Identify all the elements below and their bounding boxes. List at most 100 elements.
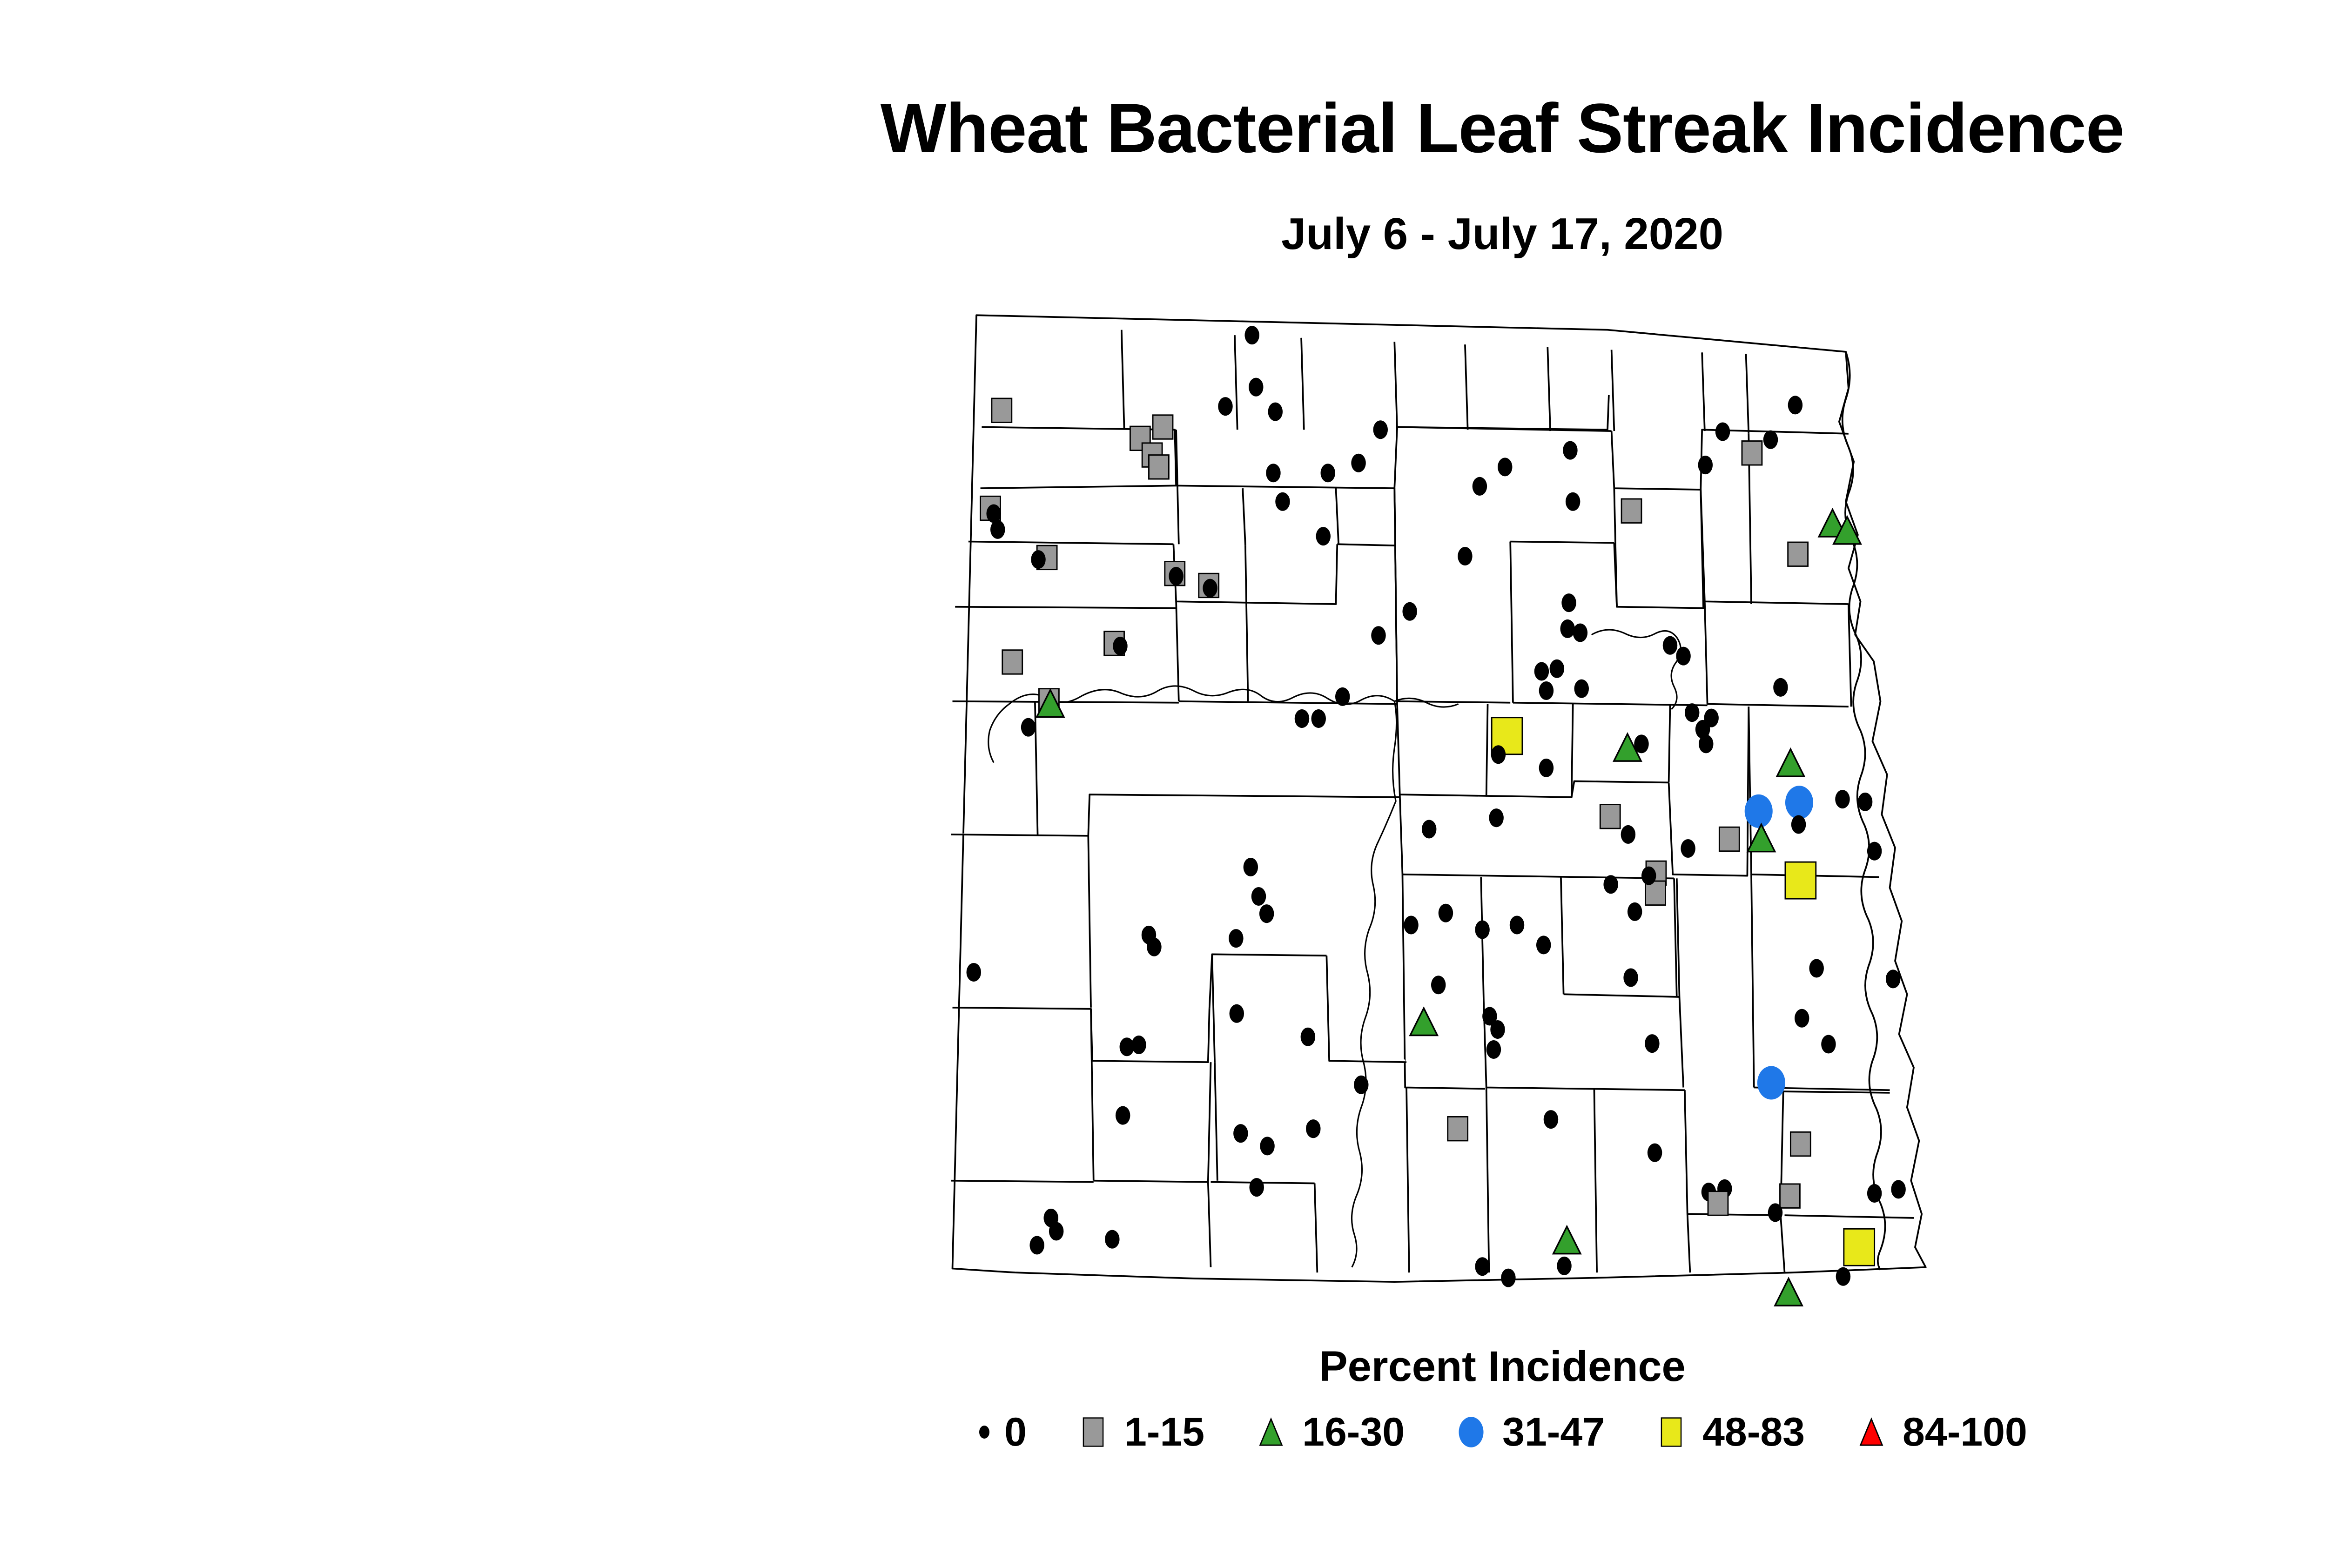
map-marker-0 <box>1560 619 1575 638</box>
map-marker-0 <box>1169 566 1184 585</box>
map-marker-1-15 <box>1718 826 1740 852</box>
legend-item-1-15[interactable]: 1-15 <box>1075 1412 1204 1452</box>
map-marker-31-47 <box>1785 786 1814 820</box>
map-marker-0 <box>1676 646 1691 666</box>
map-marker-0 <box>1113 637 1128 656</box>
map-marker-31-47 <box>1757 1066 1785 1100</box>
map-svg <box>951 314 1927 1306</box>
map-marker-1-15 <box>1621 498 1642 524</box>
map-marker-48-83 <box>1784 861 1817 900</box>
map-marker-0 <box>1294 709 1310 728</box>
map-marker-0 <box>1472 477 1487 496</box>
map-marker-1-15 <box>1779 1183 1801 1209</box>
legend-items: 0 1-15 16-30 31-47 48-83 84-100 <box>0 1412 2327 1452</box>
map-marker-0 <box>1311 709 1326 728</box>
map-marker-0 <box>1491 745 1506 764</box>
map-marker-0 <box>1402 602 1417 621</box>
map-marker-48-83 <box>1843 1228 1876 1266</box>
incidence-markers <box>966 326 1906 1306</box>
map-marker-0 <box>1698 734 1714 754</box>
map-marker-0 <box>1573 623 1588 642</box>
map-marker-0 <box>1351 453 1366 472</box>
map-marker-0 <box>1627 902 1642 921</box>
map-marker-0 <box>1373 420 1388 439</box>
map-marker-0 <box>1836 1267 1851 1286</box>
map-marker-16-30 <box>1409 1006 1439 1036</box>
legend-label: 48-83 <box>1702 1410 1805 1454</box>
map-marker-0 <box>1885 969 1901 989</box>
map-marker-0 <box>1029 1236 1044 1255</box>
map-marker-1-15 <box>1741 440 1763 466</box>
map-marker-0 <box>1549 659 1565 678</box>
map-marker-0 <box>1243 858 1258 877</box>
legend-item-0[interactable]: 0 <box>977 1412 1027 1452</box>
map-marker-0 <box>1768 1203 1783 1222</box>
map-marker-1-15 <box>1148 454 1170 480</box>
map-marker-0 <box>1501 1268 1516 1287</box>
legend-item-31-47[interactable]: 31-47 <box>1453 1412 1605 1452</box>
north-dakota-county-map <box>600 289 2285 1317</box>
map-marker-0 <box>1475 1257 1490 1276</box>
legend-item-84-100[interactable]: 84-100 <box>1853 1412 2027 1452</box>
map-marker-0 <box>1561 593 1576 612</box>
map-marker-0 <box>1634 734 1649 754</box>
map-marker-0 <box>1867 841 1882 861</box>
map-marker-0 <box>990 520 1005 539</box>
map-marker-0 <box>1489 808 1504 828</box>
map-marker-0 <box>1249 377 1264 397</box>
legend-swatch-square-icon <box>1653 1414 1689 1450</box>
map-marker-0 <box>1490 1020 1505 1039</box>
map-marker-0 <box>1645 1034 1660 1053</box>
map-marker-31-47 <box>1744 794 1773 828</box>
map-marker-0 <box>966 963 982 982</box>
map-marker-0 <box>1031 550 1046 569</box>
map-marker-0 <box>1229 1004 1244 1023</box>
page-subtitle: July 6 - July 17, 2020 <box>1281 209 1723 259</box>
page-title: Wheat Bacterial Leaf Streak Incidence <box>880 89 2125 167</box>
map-marker-0 <box>1641 866 1656 885</box>
map-marker-16-30 <box>1035 688 1065 718</box>
legend-label: 31-47 <box>1502 1410 1605 1454</box>
map-marker-0 <box>1684 703 1700 722</box>
map-marker-0 <box>1835 790 1850 809</box>
map-marker-1-15 <box>1447 1116 1469 1142</box>
map-marker-0 <box>1229 929 1244 948</box>
map-marker-0 <box>1266 464 1281 483</box>
map-marker-0 <box>1821 1035 1836 1054</box>
map-marker-1-15 <box>1152 414 1174 440</box>
map-marker-0 <box>1563 441 1578 460</box>
map-marker-1-15 <box>1002 649 1023 675</box>
map-marker-1-15 <box>1599 804 1621 829</box>
map-marker-16-30 <box>1832 515 1862 545</box>
map-marker-0 <box>1857 792 1873 811</box>
map-marker-16-30 <box>1774 1277 1804 1306</box>
map-marker-0 <box>1249 1178 1264 1197</box>
map-marker-0 <box>1809 959 1824 978</box>
map-marker-0 <box>1891 1180 1906 1199</box>
map-marker-0 <box>1354 1075 1369 1094</box>
map-marker-0 <box>1404 915 1419 935</box>
map-marker-1-15 <box>1787 541 1809 567</box>
map-marker-0 <box>1603 875 1618 894</box>
map-marker-0 <box>1119 1037 1134 1057</box>
map-marker-1-15 <box>991 397 1013 423</box>
map-marker-0 <box>1557 1256 1572 1275</box>
legend-swatch-circle-small-icon <box>977 1414 991 1450</box>
map-marker-0 <box>1509 915 1525 935</box>
map-marker-0 <box>1049 1222 1064 1241</box>
map-marker-0 <box>1565 492 1580 511</box>
map-marker-0 <box>1539 758 1554 777</box>
map-marker-0 <box>1704 708 1719 727</box>
map-marker-0 <box>1218 397 1233 416</box>
map-marker-0 <box>1498 458 1513 477</box>
map-marker-0 <box>1244 326 1259 345</box>
map-marker-0 <box>1475 920 1490 939</box>
map-marker-0 <box>1482 1007 1497 1026</box>
legend-item-16-30[interactable]: 16-30 <box>1253 1412 1405 1452</box>
legend-item-48-83[interactable]: 48-83 <box>1653 1412 1805 1452</box>
map-marker-0 <box>1486 1040 1501 1059</box>
map-marker-1-15 <box>1707 1191 1729 1216</box>
map-marker-16-30 <box>1746 822 1776 853</box>
map-marker-16-30 <box>1817 507 1848 538</box>
